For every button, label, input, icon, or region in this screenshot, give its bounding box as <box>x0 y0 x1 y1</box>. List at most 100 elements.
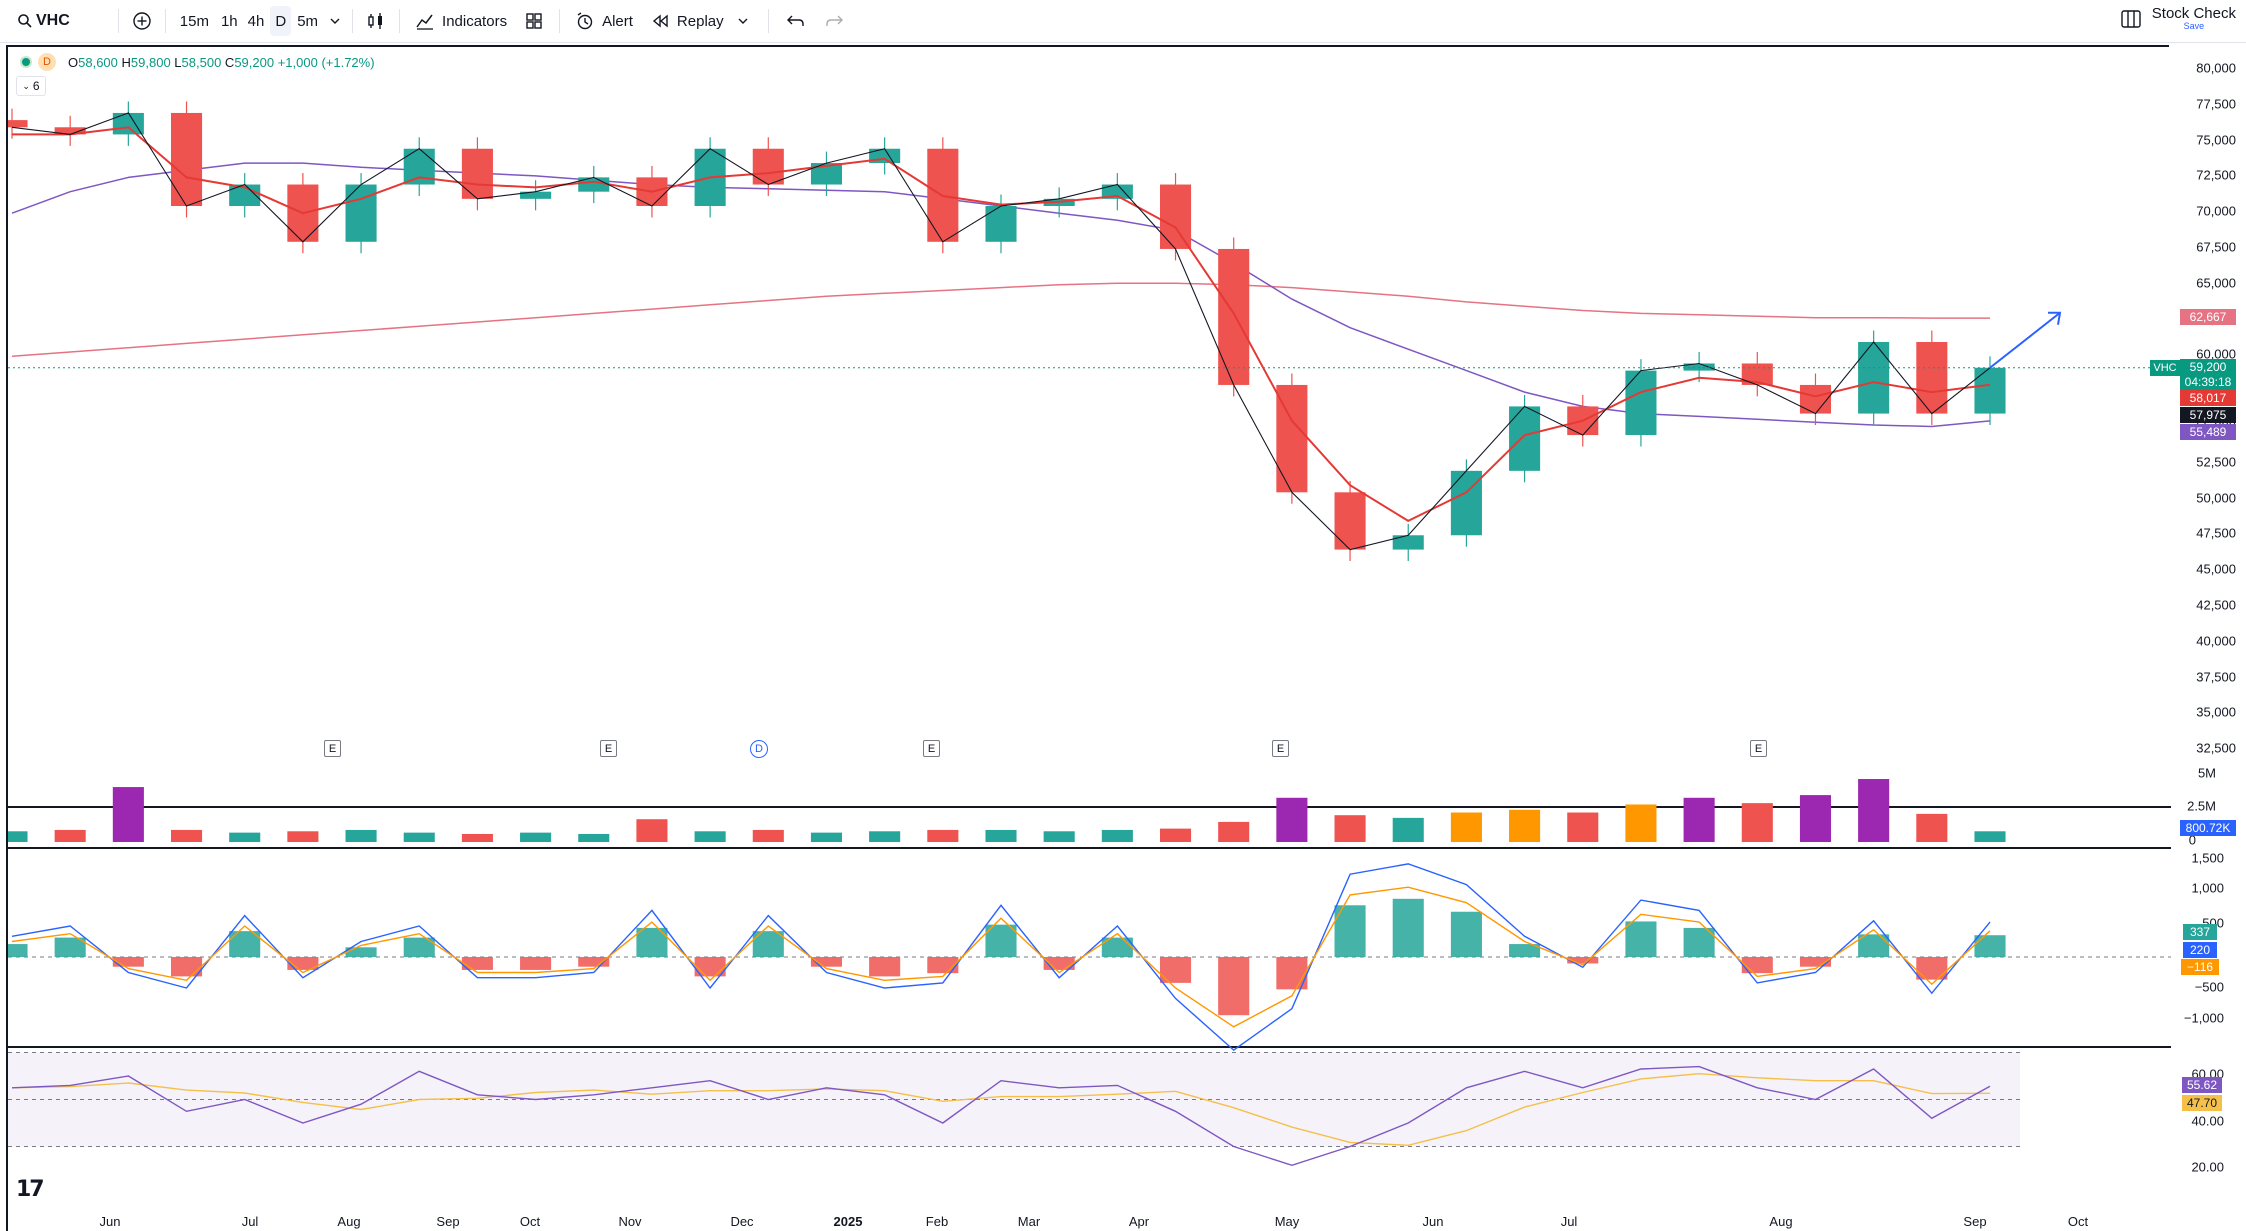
volume-bar <box>927 829 959 842</box>
candle-body <box>1392 535 1424 550</box>
time-axis-label: 2025 <box>833 1214 863 1229</box>
macd-histogram-bar <box>1509 944 1541 957</box>
market-status-icon[interactable] <box>20 56 32 68</box>
macd-line-tag: 220 <box>2183 942 2217 958</box>
chart-pane[interactable] <box>6 45 2171 1231</box>
interval-15m[interactable]: 15m <box>179 12 209 30</box>
macd-histogram-bar <box>1625 921 1657 957</box>
replay-button[interactable]: Replay <box>641 6 762 36</box>
indicators-icon <box>414 10 436 32</box>
earnings-badge[interactable]: E <box>1272 740 1289 757</box>
chevron-down-icon[interactable] <box>324 10 346 32</box>
macd-axis-label: −500 <box>2194 979 2224 995</box>
dividend-badge[interactable]: D <box>750 740 768 758</box>
macd-histogram-bar <box>520 957 552 970</box>
time-axis-label: Oct <box>2067 1214 2089 1229</box>
volume-bar <box>1450 812 1482 842</box>
candle-body <box>1974 367 2006 414</box>
alert-button[interactable]: Alert <box>566 6 641 36</box>
time-axis-label: Jul <box>241 1214 259 1229</box>
candles-chart-type-icon[interactable] <box>365 10 387 32</box>
candle-body <box>1916 342 1948 414</box>
volume-bar <box>1043 831 1075 842</box>
columns-layout-icon <box>2120 8 2142 30</box>
price-axis-label: 45,000 <box>2196 561 2236 577</box>
volume-bar <box>1392 817 1424 842</box>
price-axis-label: 67,500 <box>2196 239 2236 255</box>
macd-histogram-bar <box>1683 927 1715 957</box>
macd-histogram-bar <box>403 937 435 957</box>
interval-5m[interactable]: 5m <box>297 12 319 30</box>
undo-icon[interactable] <box>785 10 807 32</box>
volume-bar <box>752 829 784 842</box>
alert-label: Alert <box>602 12 633 30</box>
price-axis-label: 50,000 <box>2196 490 2236 506</box>
earnings-badge[interactable]: E <box>324 740 341 757</box>
time-axis-label: Dec <box>730 1214 754 1229</box>
macd-histogram-bar <box>752 931 784 957</box>
volume-bar <box>694 831 726 842</box>
earnings-badge[interactable]: E <box>600 740 617 757</box>
indicators-button[interactable]: Indicators <box>406 6 515 36</box>
volume-bar <box>578 833 610 842</box>
macd-line <box>11 863 1991 1051</box>
price-axis-label: 47,500 <box>2196 525 2236 541</box>
time-axis-label: Aug <box>337 1214 361 1229</box>
volume-bar <box>1567 812 1599 842</box>
macd-histogram-bar <box>578 957 610 967</box>
volume-bar <box>287 831 319 842</box>
price-axis-label: 37,500 <box>2196 669 2236 685</box>
macd-histogram-bar <box>1799 957 1832 967</box>
indicators-collapse-button[interactable]: ⌄ 6 <box>16 76 46 96</box>
macd-histogram-bar <box>1916 957 1948 980</box>
candle-body <box>170 112 203 206</box>
interval-1h[interactable]: 1h <box>220 12 238 30</box>
tradingview-logo[interactable]: 17 <box>16 1177 45 1202</box>
macd-signal-tag: −116 <box>2181 959 2219 975</box>
macd-histogram-bar <box>1159 957 1192 983</box>
layouts-grid-icon[interactable] <box>523 10 545 32</box>
layout-save-label[interactable]: Save <box>2183 21 2205 31</box>
redo-icon[interactable] <box>823 10 845 32</box>
volume-bar <box>1218 821 1250 842</box>
compare-add-symbol-icon[interactable] <box>131 10 153 32</box>
rsi-line <box>11 1065 1991 1167</box>
ohlc-legend: D O58,600 H59,800 L58,500 C59,200 +1,000… <box>20 53 375 71</box>
earnings-badge[interactable]: E <box>1750 740 1767 757</box>
time-axis-label: Nov <box>618 1214 642 1229</box>
chevron-down-icon[interactable] <box>732 10 754 32</box>
macd-axis-label: −1,000 <box>2183 1010 2224 1026</box>
candle-body <box>1625 370 1657 436</box>
volume-bar <box>1276 797 1308 842</box>
macd-histogram-bar <box>1450 911 1482 957</box>
toolbar-divider <box>399 9 401 33</box>
macd-axis-label: 1,500 <box>2191 850 2224 866</box>
candle-body <box>1101 184 1133 199</box>
low-value: 58,500 <box>181 54 222 70</box>
candle-body <box>1334 492 1366 550</box>
interval-d[interactable]: D <box>270 6 292 36</box>
open-value: 58,600 <box>78 54 118 70</box>
symbol-search-button[interactable]: VHC <box>6 6 78 36</box>
earnings-badge[interactable]: E <box>923 740 940 757</box>
close-value: 59,200 <box>234 54 275 70</box>
candle-body <box>1509 406 1541 471</box>
time-axis-label: Sep <box>436 1214 460 1229</box>
layout-menu[interactable]: Stock Check Save <box>2120 6 2236 31</box>
price-axis-label: 65,000 <box>2196 275 2236 291</box>
chevron-down-icon: ⌄ <box>22 80 30 91</box>
volume-bar <box>1974 831 2006 842</box>
volume-bar <box>869 831 901 842</box>
candle-body <box>8 120 28 128</box>
chart-canvas[interactable] <box>8 47 2171 1231</box>
macd-axis-label: 1,000 <box>2191 880 2224 896</box>
volume-bar <box>636 819 668 842</box>
ma-black-line <box>11 112 1991 551</box>
macd-signal-line <box>11 886 1991 1028</box>
interval-4h[interactable]: 4h <box>247 12 265 30</box>
time-axis-label: Mar <box>1017 1214 1041 1229</box>
low-key: L <box>174 54 182 70</box>
volume-bar <box>345 829 377 842</box>
volume-bar <box>403 832 435 842</box>
